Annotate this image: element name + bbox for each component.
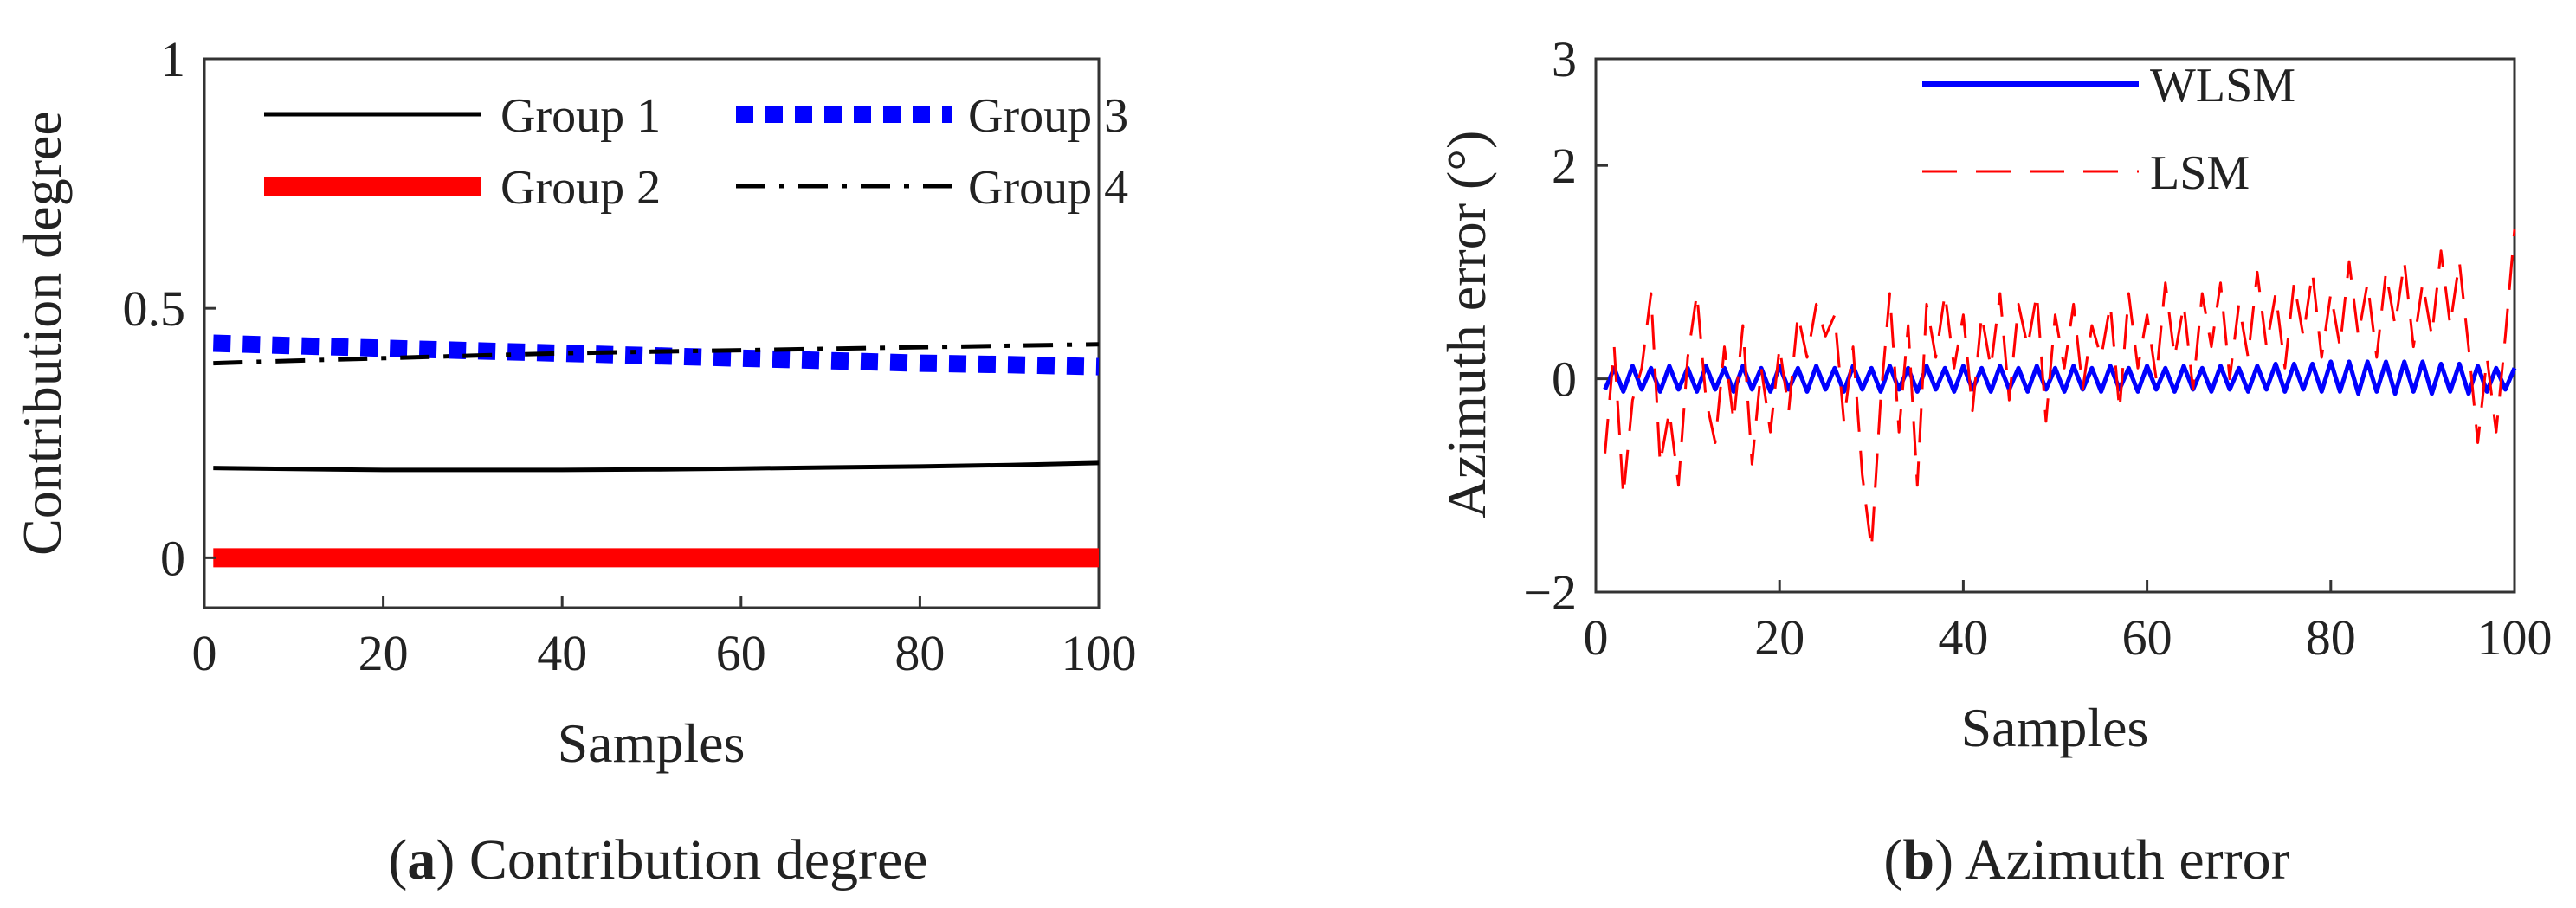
legend-label: Group 1: [500, 89, 661, 143]
caption-text-a: Contribution degree: [469, 828, 928, 892]
x-tick-label: 100: [2477, 609, 2553, 666]
x-tick-label: 100: [1062, 625, 1137, 681]
legend-label: WLSM: [2150, 59, 2295, 113]
caption-letter-a: a: [407, 828, 436, 892]
series-line-lsm: [1604, 229, 2516, 551]
caption-a: (a) Contribution degree: [388, 828, 927, 892]
caption-letter-b: b: [1902, 828, 1934, 892]
x-tick-label: 0: [192, 625, 217, 681]
x-axis-label-a: Samples: [558, 712, 746, 774]
x-tick-label: 80: [2306, 609, 2356, 666]
y-tick-label: 2: [1552, 138, 1577, 194]
x-tick-label: 60: [2122, 609, 2172, 666]
series-line-group-3: [212, 334, 1100, 376]
y-tick-label: 0: [1552, 351, 1577, 408]
y-axis-label-b: Azimuth error (°): [1436, 131, 1497, 519]
legend-label: Group 3: [968, 89, 1128, 143]
series-line-wlsm: [1603, 359, 2517, 396]
x-tick-label: 80: [894, 625, 945, 681]
legend-label: Group 2: [500, 161, 661, 215]
caption-text-b: Azimuth error: [1965, 828, 2290, 892]
series-line-group-1: [213, 460, 1100, 473]
y-tick-label: 0: [160, 530, 185, 586]
y-tick-label: 3: [1552, 31, 1577, 87]
x-tick-label: 20: [358, 625, 409, 681]
x-axis-label-b: Samples: [1961, 697, 2149, 758]
legend-b: WLSM LSM: [1922, 59, 2295, 200]
y-tick-label: 1: [160, 31, 185, 87]
x-tick-label: 60: [716, 625, 766, 681]
x-tick-label: 20: [1754, 609, 1804, 666]
y-tick-label: −2: [1523, 564, 1577, 621]
legend-label: LSM: [2150, 146, 2250, 200]
series-line-group-4: [213, 342, 1100, 366]
y-axis-label-a: Contribution degree: [11, 111, 73, 556]
axes-frame-b: [1594, 57, 2516, 594]
x-tick-label: 0: [1584, 609, 1609, 666]
caption-b: (b) Azimuth error: [1883, 828, 2289, 892]
legend-label: Group 4: [968, 161, 1128, 215]
x-tick-label: 40: [1938, 609, 1988, 666]
x-tick-label: 40: [537, 625, 587, 681]
axes-frame-a: [203, 57, 1101, 609]
panel-a: 0 20 40 60 80 100 0 0.5 1 Samples Contribution …: [11, 31, 1137, 892]
legend-a: Group 1 Group 2 Group 3 Group 4: [264, 89, 1128, 215]
y-tick-label: 0.5: [123, 280, 186, 337]
